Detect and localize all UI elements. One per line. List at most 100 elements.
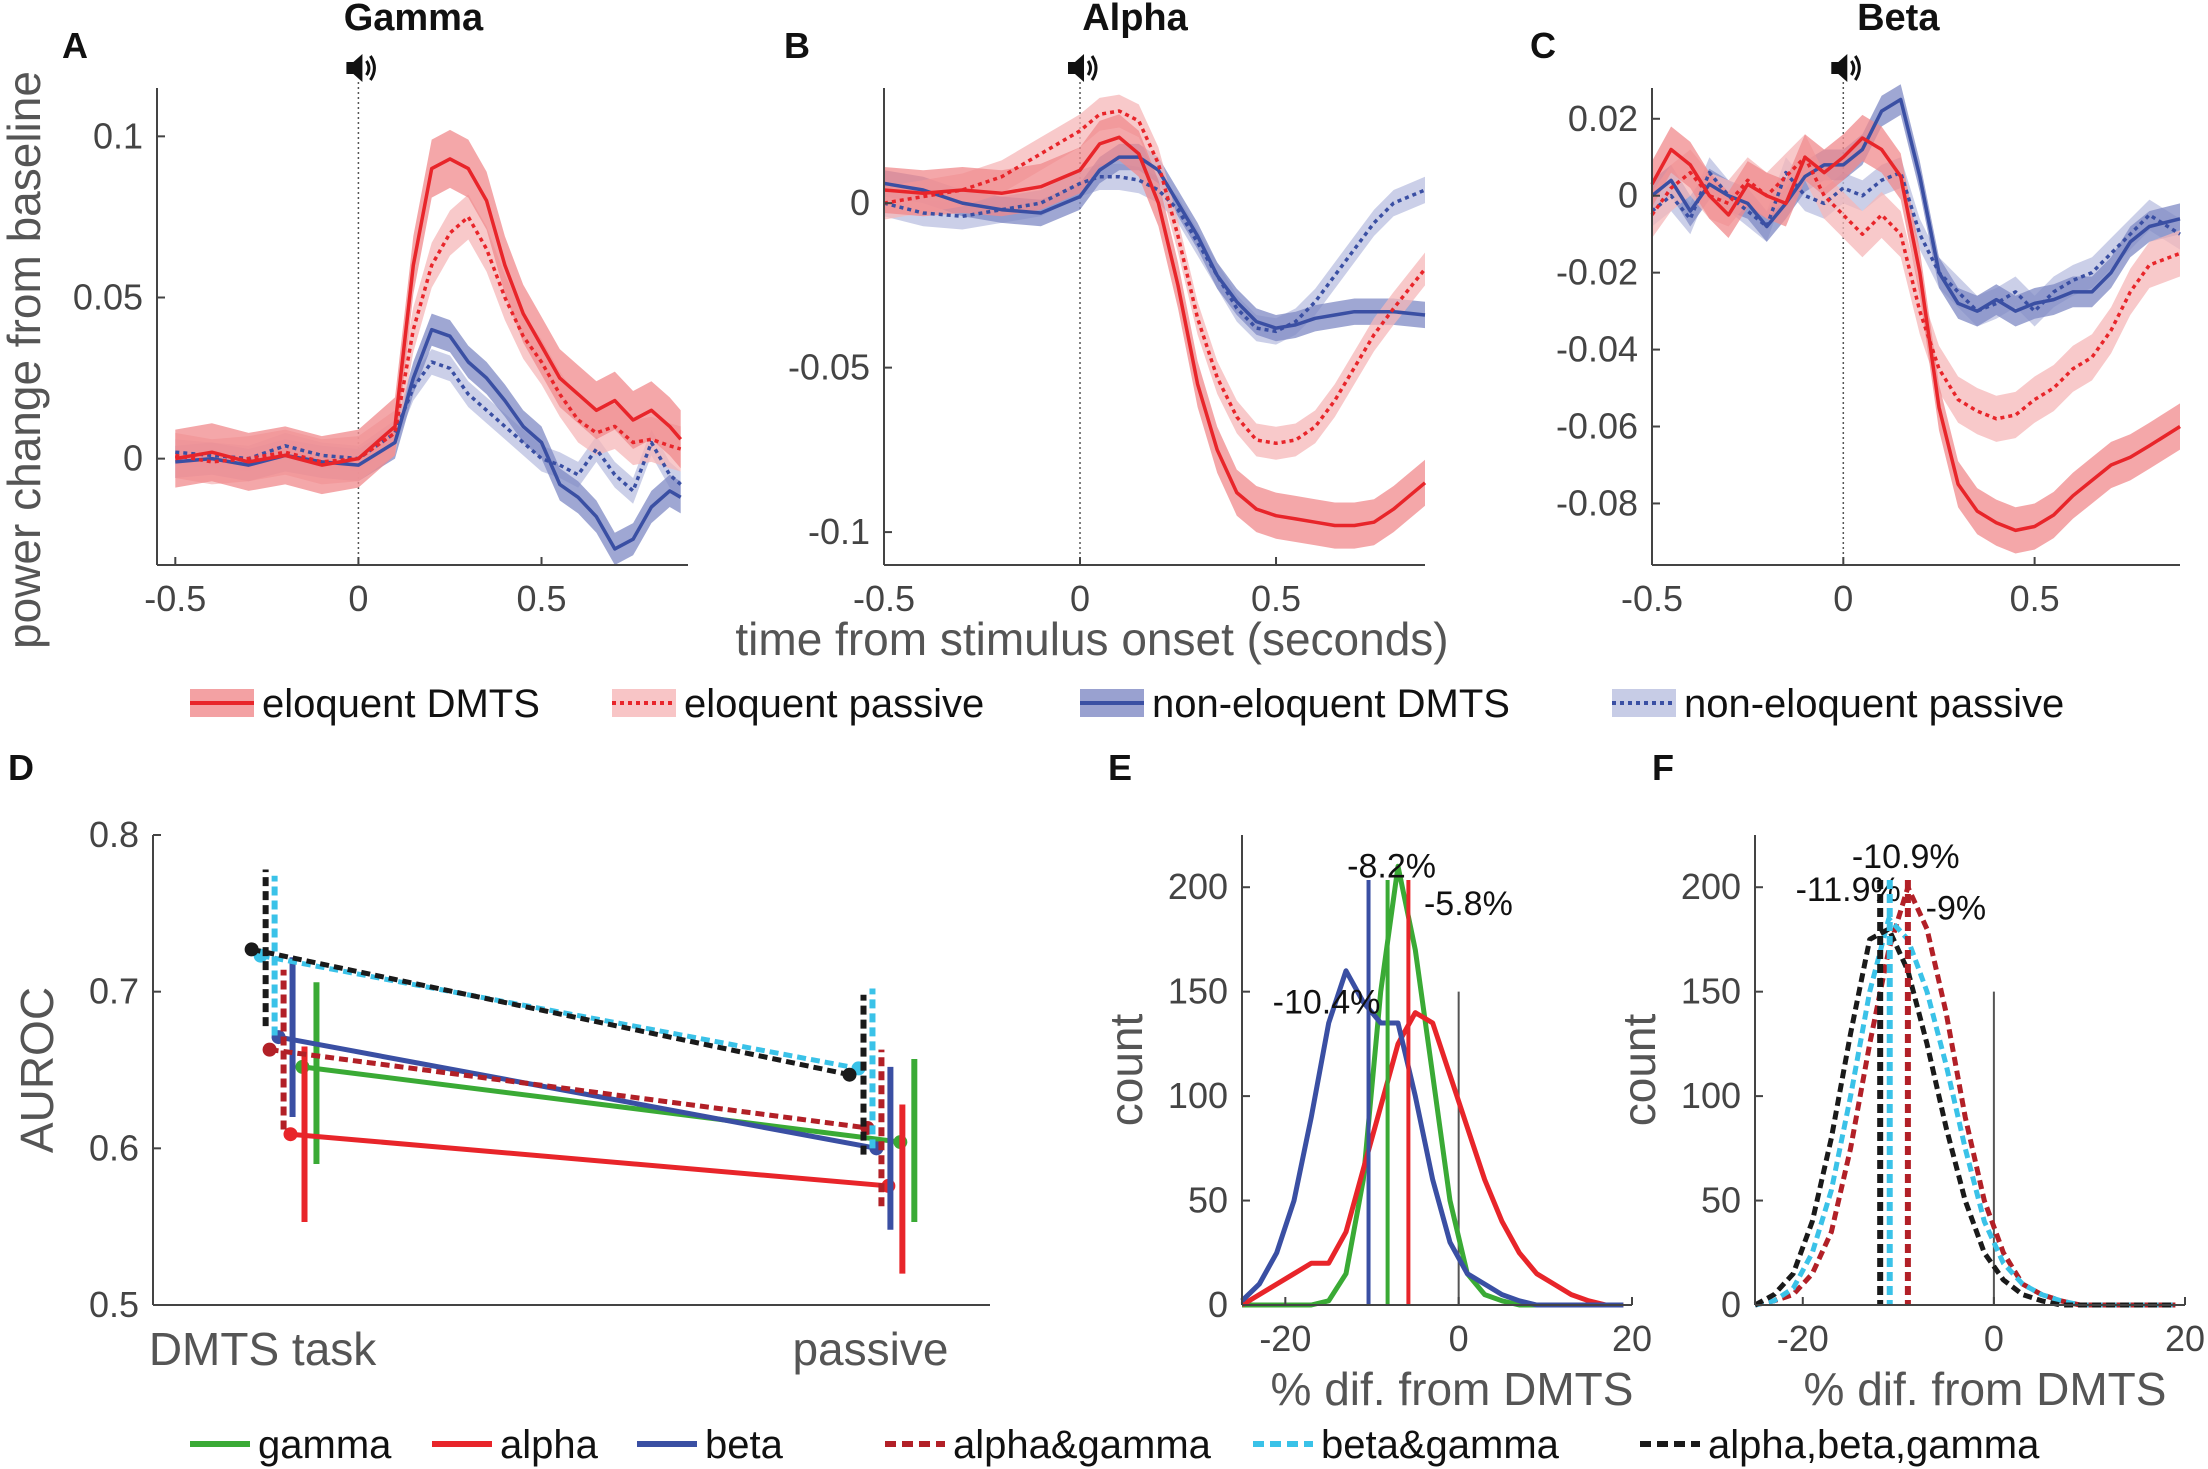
panel-d-auroc: D 0.5 0.6 0.7 0.8 DMTS task passive AUROC	[8, 747, 990, 1375]
speaker-body	[346, 54, 363, 82]
histogram-line	[1753, 926, 2176, 1308]
legend-item: eloquent DMTS	[190, 682, 540, 726]
panel-b-alpha: B Alpha -0.1 -0.05 0 -0.5 0 0.5	[784, 0, 1427, 619]
y-axis-label: count	[1613, 1014, 1665, 1127]
legend-item: alpha&gamma	[885, 1423, 1212, 1467]
panel-label-d: D	[8, 747, 34, 788]
confidence-band	[884, 114, 1425, 549]
x-tick-label: 0.5	[1251, 578, 1301, 619]
y-tick-label: 100	[1168, 1075, 1228, 1116]
x-axis-label: % dif. from DMTS	[1804, 1363, 2167, 1415]
legend-item: gamma	[190, 1423, 392, 1467]
y-tick-label: 200	[1168, 866, 1228, 907]
y-tick-label: 0	[123, 438, 143, 479]
series-line	[278, 1034, 877, 1151]
histogram-line	[1242, 863, 1624, 1308]
y-tick-label: 0.8	[89, 814, 139, 855]
histogram-line	[1754, 884, 2176, 1308]
x-tick-label: 0	[348, 578, 368, 619]
median-label: -5.8%	[1424, 885, 1513, 923]
legend-item: beta	[637, 1423, 784, 1467]
legend-label: beta	[705, 1423, 784, 1467]
legend-item: alpha	[432, 1423, 599, 1467]
series-line	[1650, 170, 2181, 313]
speaker-wave-2	[369, 55, 376, 81]
legend-item: non-eloquent DMTS	[1080, 682, 1510, 726]
speaker-icon	[1831, 54, 1861, 82]
y-tick-label: 100	[1681, 1075, 1741, 1116]
data-point	[262, 1042, 277, 1057]
legend-label: non-eloquent passive	[1684, 682, 2064, 726]
median-label: -10.9%	[1852, 838, 1960, 876]
series-line	[269, 1047, 868, 1131]
y-tick-label: 0	[1618, 175, 1638, 216]
series-line	[883, 109, 1427, 446]
speaker-wave-1	[1850, 60, 1856, 76]
legend-label: eloquent DMTS	[262, 682, 540, 726]
category-label: DMTS task	[149, 1323, 377, 1375]
series-line	[260, 953, 859, 1071]
y-tick-label: -0.08	[1556, 482, 1638, 523]
median-label: -9%	[1926, 890, 1986, 928]
shared-y-axis-label: power change from baseline	[0, 71, 50, 649]
legend-label: alpha	[500, 1423, 599, 1467]
legend-item: alpha,beta,gamma	[1640, 1423, 2040, 1467]
y-tick-label: 0	[1208, 1284, 1228, 1325]
panel-label-e: E	[1108, 747, 1132, 788]
panel-label-c: C	[1530, 25, 1556, 66]
confidence-band	[884, 143, 1425, 342]
speaker-wave-1	[365, 60, 371, 76]
median-label: -11.9%	[1796, 871, 1901, 909]
y-tick-label: 0	[1721, 1284, 1741, 1325]
y-tick-label: 0	[850, 182, 870, 223]
histogram-line	[1754, 916, 2176, 1308]
x-tick-label: -0.5	[144, 578, 206, 619]
speaker-wave-1	[1086, 60, 1093, 76]
y-tick-label: 150	[1681, 971, 1741, 1012]
x-axis-label: % dif. from DMTS	[1271, 1363, 1634, 1415]
x-tick-label: 20	[2165, 1318, 2205, 1359]
panel-title: Gamma	[344, 0, 484, 39]
x-tick-label: 20	[1612, 1318, 1652, 1359]
y-tick-label: 0.02	[1568, 98, 1638, 139]
y-tick-label: -0.05	[788, 347, 870, 388]
series-line	[174, 157, 683, 467]
speaker-body	[1068, 54, 1085, 82]
panel-c-beta: C Beta -0.08 -0.06 -0.04 -0.02 0 0.02 -0.5 0 0.5	[1530, 0, 2181, 619]
y-tick-label: 0.5	[89, 1284, 139, 1325]
legend-item: eloquent passive	[612, 682, 984, 726]
speaker-body	[1831, 54, 1848, 82]
legend-label: eloquent passive	[684, 682, 984, 726]
shared-x-axis-label: time from stimulus onset (seconds)	[735, 613, 1448, 665]
series-line	[883, 155, 1426, 330]
x-tick-label: 0.5	[516, 578, 566, 619]
median-label: -10.4%	[1273, 984, 1381, 1022]
data-point	[283, 1127, 298, 1142]
y-tick-label: 50	[1701, 1180, 1741, 1221]
y-axis-label: count	[1100, 1014, 1152, 1127]
legend-item: non-eloquent passive	[1612, 682, 2064, 726]
y-tick-label: -0.04	[1556, 329, 1638, 370]
x-tick-label: 0	[1833, 578, 1853, 619]
panel-a-gamma: A Gamma 0 0.05 0.1 -0.5 0 0.5	[62, 0, 688, 619]
series-line	[175, 360, 682, 493]
legend-item: beta&gamma	[1253, 1423, 1560, 1467]
confidence-band	[1652, 157, 2180, 327]
y-tick-label: 200	[1681, 866, 1741, 907]
legend-top: eloquent DMTS eloquent passive non-eloquen…	[190, 682, 2064, 726]
series-line	[251, 946, 851, 1078]
data-point	[244, 942, 259, 957]
y-tick-label: 50	[1188, 1180, 1228, 1221]
series-line	[290, 1131, 889, 1189]
series-line	[174, 215, 682, 464]
category-label: passive	[792, 1323, 948, 1375]
confidence-band	[884, 94, 1425, 460]
panel-label-f: F	[1652, 747, 1674, 788]
y-tick-label: 0.7	[89, 971, 139, 1012]
panel-title: Alpha	[1082, 0, 1188, 39]
y-tick-label: 0.6	[89, 1127, 139, 1168]
x-tick-label: 0	[1984, 1318, 2004, 1359]
y-tick-label: -0.02	[1556, 252, 1638, 293]
